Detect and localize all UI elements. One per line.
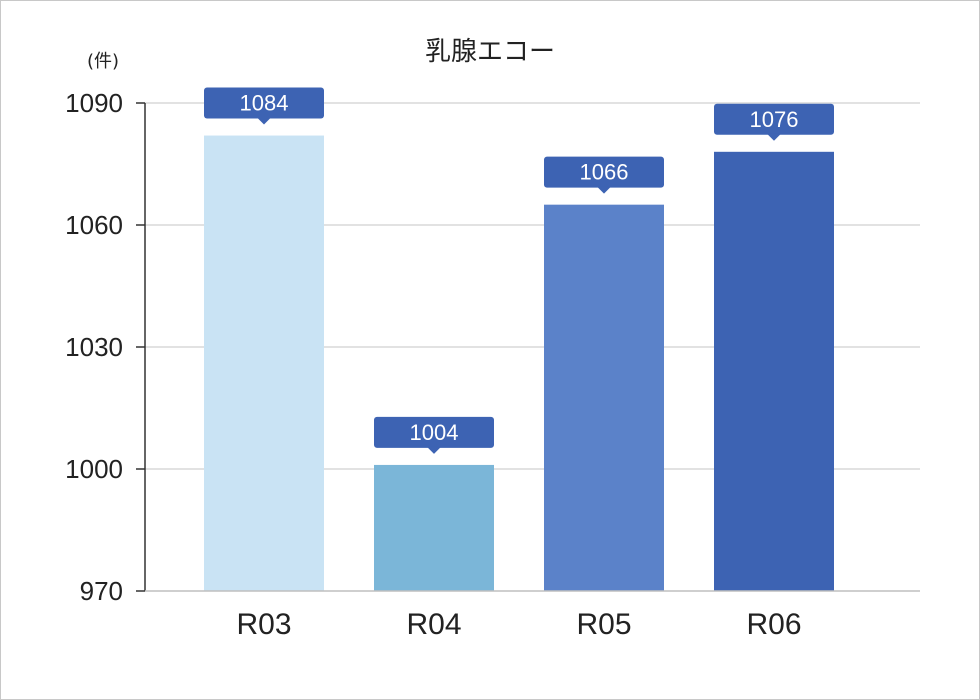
- data-label: 1084: [240, 91, 289, 116]
- y-tick-label: 1090: [65, 88, 123, 118]
- data-label-box: [374, 416, 494, 448]
- y-tick-label: 1000: [65, 454, 123, 484]
- data-label: 1076: [750, 107, 799, 132]
- x-tick-label: R03: [236, 608, 291, 641]
- chart-title: 乳腺エコー: [425, 37, 555, 67]
- data-label-box: [204, 87, 324, 119]
- x-tick-label: R05: [576, 608, 631, 641]
- y-tick-label: 1060: [65, 210, 123, 240]
- data-label: 1066: [580, 160, 629, 185]
- bar-r06: [714, 151, 834, 592]
- data-label-pointer: [597, 186, 611, 194]
- y-unit-label: (件): [87, 51, 119, 72]
- bar-r05: [544, 204, 664, 591]
- data-label-box: [714, 103, 834, 135]
- data-label-box: [544, 156, 664, 188]
- data-label-pointer: [427, 446, 441, 454]
- bar-r03: [204, 135, 324, 592]
- y-tick-label: 1030: [65, 332, 123, 362]
- x-tick-label: R04: [406, 608, 461, 641]
- data-labels: 1084 1004 1066 1076: [204, 87, 834, 454]
- y-tick-label: 970: [80, 576, 123, 606]
- x-tick-label: R06: [746, 608, 801, 641]
- bar-r04: [374, 464, 494, 591]
- axes: 970 1000 1030 1060 1090 R03 R04 R05 R06: [65, 88, 920, 641]
- data-label-pointer: [257, 117, 271, 125]
- data-label-pointer: [767, 133, 781, 141]
- data-label: 1004: [410, 420, 459, 445]
- bars: [204, 135, 834, 592]
